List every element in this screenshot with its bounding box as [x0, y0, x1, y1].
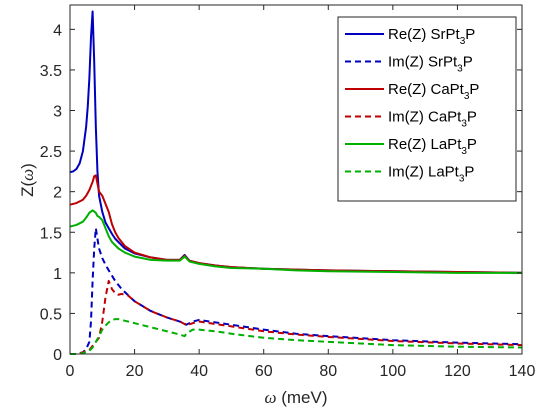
- legend-label-suffix: P: [465, 26, 475, 43]
- legend-label-subscript: 3: [461, 119, 467, 130]
- x-tick-label: 40: [190, 363, 208, 380]
- legend-label: Re(Z) CaPt3P: [388, 81, 479, 102]
- legend-label: Im(Z) SrPt3P: [388, 54, 473, 75]
- x-axis-label: ω (meV): [264, 388, 327, 407]
- legend-label: Re(Z) SrPt3P: [388, 26, 475, 47]
- legend-label-compound: LaPt: [431, 136, 463, 153]
- x-axis-unit: (meV): [277, 388, 328, 407]
- plot-frame: [69, 4, 523, 355]
- plot-content: [69, 10, 523, 355]
- y-tick-label: 4: [53, 22, 62, 39]
- legend-label-subscript: 3: [464, 91, 470, 102]
- axis-ticks: 0 20 40 60 80 100 120 140 0 0.5 1 1.5 2 2.5 3 3.5 4: [40, 5, 535, 380]
- y-tick-label: 2: [53, 185, 62, 202]
- y-axis-prefix: Z(: [18, 180, 37, 196]
- legend-label-compound: SrPt: [431, 26, 461, 43]
- legend-label-subscript: 3: [459, 174, 465, 185]
- y-tick-label: 2.5: [40, 144, 62, 161]
- y-axis-label: Z(ω): [18, 163, 37, 197]
- x-tick-label: 60: [255, 363, 273, 380]
- y-axis-suffix: ): [18, 163, 37, 169]
- x-tick-label: 100: [380, 363, 407, 380]
- x-axis-symbol: ω: [264, 388, 276, 407]
- legend-label-prefix: Im(Z): [388, 109, 428, 126]
- legend-label-prefix: Re(Z): [388, 81, 431, 98]
- y-tick-label: 3: [53, 104, 62, 121]
- legend-label-compound: CaPt: [428, 109, 462, 126]
- legend-label-subscript: 3: [461, 146, 467, 157]
- legend-label-prefix: Im(Z): [388, 164, 428, 181]
- legend-box: [337, 16, 517, 202]
- legend-label-compound: CaPt: [431, 81, 465, 98]
- y-tick-label: 3.5: [40, 63, 62, 80]
- legend-label-subscript: 3: [460, 36, 466, 47]
- legend-label-prefix: Im(Z): [388, 54, 428, 71]
- legend-label-suffix: P: [469, 81, 479, 98]
- y-tick-label: 1.5: [40, 225, 62, 242]
- legend-label-compound: SrPt: [428, 54, 458, 71]
- legend-label-compound: LaPt: [428, 164, 460, 181]
- x-tick-label: 0: [66, 363, 75, 380]
- legend-label-prefix: Re(Z): [388, 136, 431, 153]
- x-tick-label: 120: [444, 363, 471, 380]
- series-line-re-z-lapt3p: [69, 209, 522, 274]
- x-tick-label: 140: [509, 363, 535, 380]
- legend-label-suffix: P: [463, 54, 473, 71]
- y-tick-label: 0.5: [40, 306, 62, 323]
- legend-label-suffix: P: [467, 109, 477, 126]
- x-tick-label: 80: [319, 363, 337, 380]
- legend-label-prefix: Re(Z): [388, 26, 431, 43]
- legend-label-subscript: 3: [457, 64, 463, 75]
- legend-label: Im(Z) CaPt3P: [388, 109, 477, 130]
- legend-label-suffix: P: [467, 136, 477, 153]
- legend-label-suffix: P: [464, 164, 474, 181]
- y-axis-symbol: ω: [18, 169, 37, 181]
- legend-label: Re(Z) LaPt3P: [388, 136, 477, 157]
- x-tick-label: 20: [126, 363, 144, 380]
- y-tick-label: 0: [53, 347, 62, 364]
- y-tick-label: 1: [53, 266, 62, 283]
- series-line-im-z-lapt3p: [70, 318, 523, 355]
- legend-label: Im(Z) LaPt3P: [388, 164, 474, 185]
